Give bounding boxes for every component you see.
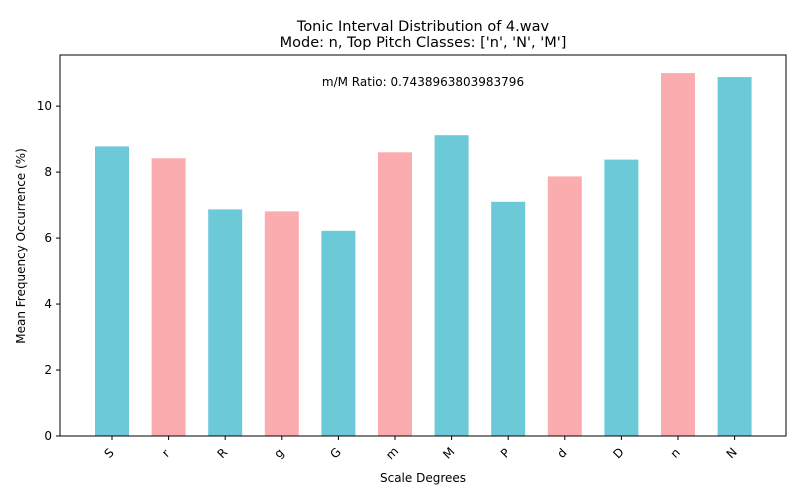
bar-g (264, 211, 299, 436)
ratio-annotation: m/M Ratio: 0.7438963803983796 (322, 75, 524, 89)
x-axis-label: Scale Degrees (380, 471, 466, 485)
bar-N (717, 77, 752, 436)
y-tick-label-4: 4 (44, 297, 52, 311)
bar-d (547, 176, 582, 436)
chart-subtitle: Mode: n, Top Pitch Classes: ['n', 'N', '… (280, 35, 567, 51)
bar-D (604, 159, 639, 436)
bar-G (321, 230, 356, 436)
y-tick-label-2: 2 (44, 363, 52, 377)
y-axis-label: Mean Frequency Occurrence (%) (14, 148, 28, 344)
y-tick-label-10: 10 (37, 99, 52, 113)
y-tick-label-8: 8 (44, 165, 52, 179)
bar-P (491, 201, 526, 436)
chart-title: Tonic Interval Distribution of 4.wav (296, 19, 550, 35)
bars-group (95, 73, 752, 437)
bar-S (95, 146, 129, 436)
bar-n (661, 73, 695, 436)
bar-m (378, 152, 412, 437)
plot-frame (59, 54, 787, 437)
bar-r (151, 158, 186, 436)
y-tick-label-6: 6 (44, 231, 52, 245)
y-tick-label-0: 0 (44, 429, 52, 443)
bar-M (434, 135, 469, 436)
y-axis: 0 2 4 6 8 10 (37, 99, 60, 443)
bar-R (208, 209, 243, 436)
